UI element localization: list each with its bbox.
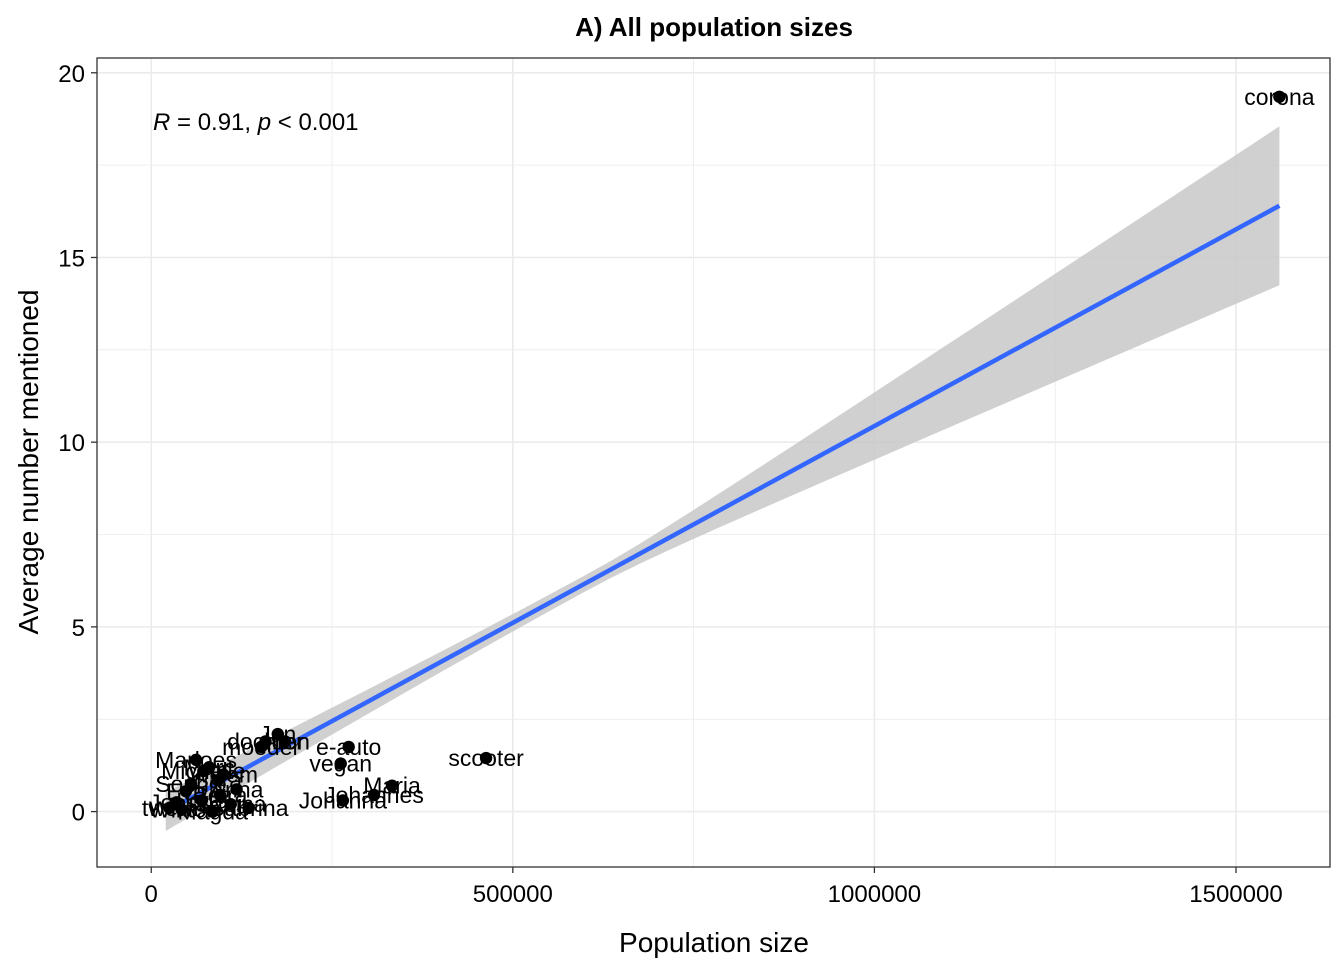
point-label: Johannes <box>324 782 424 808</box>
data-point <box>336 794 350 807</box>
point-label: vegan <box>309 751 372 777</box>
data-point <box>206 805 219 818</box>
point-label: zoon <box>260 728 310 754</box>
data-point <box>230 783 243 796</box>
point-label: Jan <box>259 721 296 747</box>
data-point <box>242 801 256 815</box>
point-label: Anna <box>210 776 264 802</box>
data-point <box>254 740 268 754</box>
y-axis-title: Average number mentioned <box>13 289 44 634</box>
y-tick-label: 10 <box>58 430 85 457</box>
data-point <box>211 773 224 787</box>
data-point <box>1273 90 1286 103</box>
data-point <box>197 764 210 778</box>
point-label: Sabina <box>195 791 267 817</box>
data-point <box>195 794 209 807</box>
p-value: < 0.001 <box>271 109 358 136</box>
point-label: corona <box>1244 84 1315 110</box>
confidence-band <box>165 126 1280 832</box>
x-tick-label: 1000000 <box>828 881 921 908</box>
point-label: moeder <box>222 734 300 760</box>
y-axis-ticks: 0 5 10 15 20 <box>58 61 97 827</box>
data-point <box>179 785 193 798</box>
point-label: scooter <box>448 745 524 771</box>
point-label: Sophie <box>155 771 227 797</box>
point-label: Eva <box>166 778 206 804</box>
y-tick-label: 5 <box>72 615 85 642</box>
data-point <box>479 751 493 765</box>
x-axis-ticks: 0 500000 1000000 1500000 <box>145 867 1283 908</box>
point-label: e-auto <box>316 734 381 760</box>
point-label: Wiktor <box>149 797 215 823</box>
grid-lines <box>97 58 1330 867</box>
p-symbol: p <box>257 109 271 136</box>
y-tick-label: 15 <box>58 245 85 272</box>
point-label: Marloes <box>155 747 237 773</box>
point-label: dochter <box>227 728 304 754</box>
point-label: Maria <box>363 773 421 799</box>
point-label: Petra <box>192 782 247 808</box>
x-tick-label: 0 <box>145 881 158 908</box>
data-point <box>278 735 292 748</box>
regression-line <box>164 203 1281 814</box>
point-label: Lotte <box>176 788 227 814</box>
data-point <box>367 788 381 802</box>
r-value: = 0.91, <box>170 109 257 136</box>
x-tick-label: 500000 <box>473 881 553 908</box>
data-points <box>163 90 1286 818</box>
data-point <box>334 757 347 770</box>
data-point <box>175 803 188 816</box>
point-label: Joost <box>149 789 205 815</box>
point-label: Willem <box>189 762 258 788</box>
data-point <box>224 798 237 811</box>
x-tick-label: 1500000 <box>1189 881 1282 908</box>
regression-line-path <box>164 203 1281 814</box>
point-label: Marc <box>184 754 235 780</box>
point-label: Sara <box>193 767 242 793</box>
chart-title: A) All population sizes <box>575 12 853 42</box>
data-point <box>342 740 355 754</box>
data-point <box>385 779 399 792</box>
y-tick-label: 0 <box>72 800 85 827</box>
panel-border <box>96 57 1331 868</box>
point-label: Johanna <box>299 788 387 814</box>
point-label: Magda <box>178 799 249 825</box>
confidence-band-area <box>165 126 1280 832</box>
correlation-annotation: R = 0.91, p < 0.001 <box>153 109 359 136</box>
y-tick-label: 20 <box>58 61 85 88</box>
data-point <box>189 753 203 767</box>
point-label: twerk <box>142 795 197 821</box>
data-point <box>213 788 227 802</box>
point-label: Sabrina <box>209 795 288 821</box>
x-axis-title: Population size <box>619 927 809 958</box>
point-label: Michelle <box>161 758 245 784</box>
data-point <box>163 801 176 815</box>
r-symbol: R <box>153 109 170 136</box>
